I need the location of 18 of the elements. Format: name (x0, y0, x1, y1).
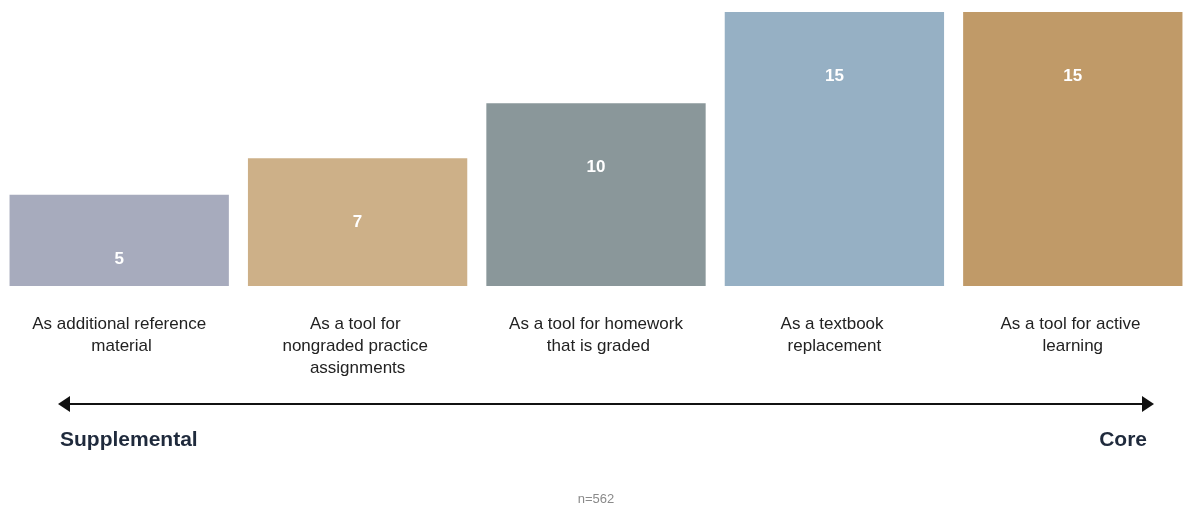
x-tick-label: As a tool for nongraded practice assignments (282, 313, 433, 377)
data-label: 10 (586, 157, 606, 177)
data-label: 15 (824, 66, 844, 85)
data-label: 5 (114, 248, 124, 268)
bar (963, 12, 1183, 286)
data-label: 15 (1063, 66, 1083, 85)
data-label: 7 (352, 212, 363, 232)
x-tick-label: As additional reference material (32, 313, 207, 355)
text: Supplemental (60, 427, 198, 450)
x-tick-label: As a tool for active learning (1000, 313, 1146, 355)
x-tick-label: As a tool for homework that is graded (509, 313, 684, 355)
x-tick-label: As a textbook replacement (780, 313, 889, 355)
bar (724, 12, 945, 286)
bar (486, 103, 706, 286)
text: n=562 (577, 491, 615, 506)
bar (9, 194, 229, 286)
text: Core (1099, 427, 1148, 450)
bar (247, 158, 468, 286)
